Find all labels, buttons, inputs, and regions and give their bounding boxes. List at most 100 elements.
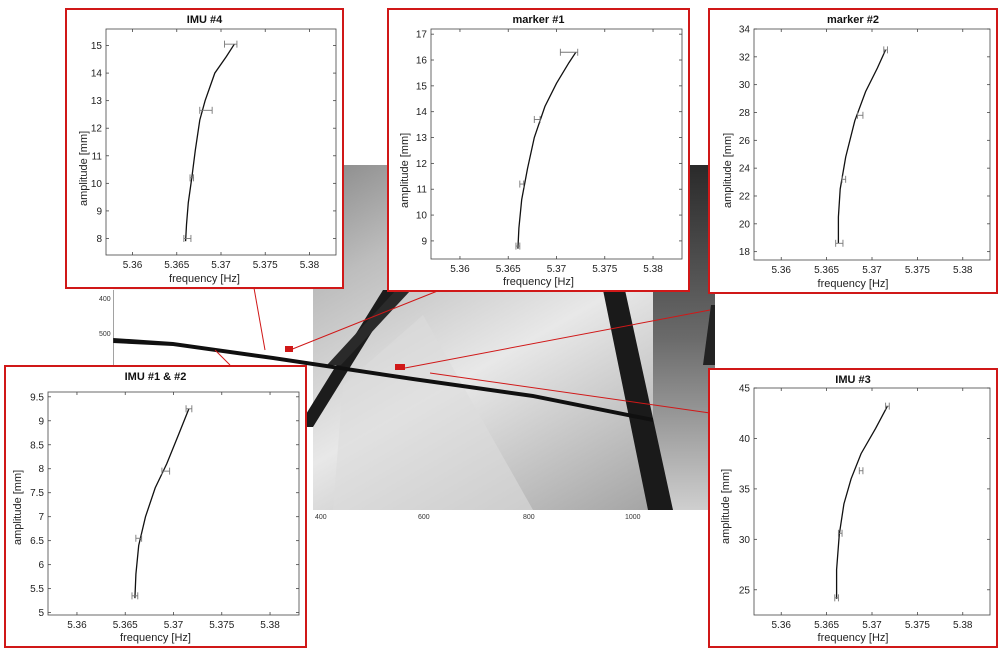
y-tick-label: 14 (416, 107, 428, 118)
y-tick-label: 35 (739, 484, 751, 495)
x-tick-label: 5.37 (211, 260, 231, 271)
x-tick-label: 5.36 (771, 620, 791, 631)
chart-title: IMU #3 (835, 374, 871, 386)
chart-panel-imu4: IMU #4 5.36 5.365 5.37 5.375 5.38 8 9 10 11 12 13 1… (65, 8, 344, 289)
y-tick-label: 12 (416, 159, 428, 170)
x-axis-label: frequency [Hz] (817, 632, 889, 644)
plot-area-frame (753, 387, 991, 616)
x-axis-label: frequency [Hz] (120, 632, 191, 644)
y-tick-label: 15 (91, 41, 103, 52)
y-tick-label: 24 (739, 164, 751, 175)
y-tick-label: 20 (739, 219, 751, 230)
y-tick-label: 11 (92, 151, 103, 162)
photo-xtick-400: 400 (315, 514, 327, 521)
x-tick-label: 5.37 (547, 264, 567, 275)
connector-marker2 (404, 309, 711, 369)
plot-area-frame (47, 391, 300, 616)
sensor-marker-b (395, 364, 405, 370)
x-tick-label: 5.36 (450, 264, 470, 275)
chart-panel-imu12: IMU #1 & #2 5.36 5.365 5.37 5.375 5.38 5 5.5 6 6… (4, 365, 307, 648)
x-tick-label: 5.365 (113, 620, 138, 631)
y-tick-label: 7.5 (30, 488, 44, 499)
y-tick-label: 5 (38, 608, 44, 619)
y-axis-label: amplitude [mm] (720, 468, 732, 544)
tripod-leg-right (603, 290, 673, 510)
y-tick-label: 9 (38, 416, 44, 427)
y-axis-label: amplitude [mm] (78, 130, 90, 206)
tripod-leg-mid (327, 290, 411, 365)
x-tick-label: 5.375 (592, 264, 617, 275)
y-tick-label: 30 (739, 535, 751, 546)
x-tick-label: 5.365 (814, 620, 839, 631)
plot-area-frame (105, 28, 337, 256)
y-tick-label: 9 (96, 206, 102, 217)
chart-panel-marker1: marker #1 5.36 5.365 5.37 5.375 5.38 9 10 11 12 1… (387, 8, 690, 292)
y-tick-label: 8 (38, 464, 44, 475)
x-tick-label: 5.365 (164, 260, 189, 271)
connector-imu3 (429, 372, 711, 414)
y-tick-label: 34 (739, 25, 751, 36)
x-tick-label: 5.38 (643, 264, 663, 275)
y-tick-label: 26 (739, 136, 751, 147)
x-tick-label: 5.38 (953, 620, 973, 631)
series-line (134, 408, 190, 599)
chart-plot-imu4: 5.36 5.365 5.37 5.375 5.38 8 9 10 11 12 13 14 15 (91, 28, 337, 271)
x-tick-label: 5.36 (67, 620, 87, 631)
chart-plot-imu3: 5.36 5.365 5.37 5.375 5.38 25 30 35 40 45 (739, 384, 991, 631)
y-tick-label: 22 (739, 191, 751, 202)
chart-title: IMU #1 & #2 (124, 371, 187, 383)
series-line (517, 51, 577, 249)
chart-title: IMU #4 (186, 14, 223, 26)
y-axis-label: amplitude [mm] (722, 132, 734, 208)
y-tick-label: 15 (416, 81, 428, 92)
y-tick-label: 5.5 (30, 584, 44, 595)
connector-imu4 (253, 287, 266, 351)
connector-marker1 (289, 289, 441, 351)
x-tick-label: 5.375 (253, 260, 278, 271)
y-tick-label: 8.5 (30, 440, 44, 451)
connector-imu12 (214, 349, 231, 366)
photo-floor (333, 315, 533, 510)
photo-ytick-400: 400 (99, 296, 111, 303)
photo-ytick-500: 500 (99, 331, 111, 338)
series-line (837, 49, 887, 244)
x-tick-label: 5.365 (814, 265, 839, 276)
x-tick-label: 5.38 (953, 265, 973, 276)
x-tick-label: 5.37 (164, 620, 184, 631)
y-tick-label: 13 (416, 133, 428, 144)
y-tick-label: 10 (91, 179, 103, 190)
x-tick-label: 5.365 (496, 264, 521, 275)
chart-panel-marker2: marker #2 5.36 5.365 5.37 5.375 5.38 18 20 22 24… (708, 8, 998, 294)
x-axis-label: frequency [Hz] (169, 273, 240, 285)
y-tick-label: 9.5 (30, 392, 44, 403)
x-tick-label: 5.36 (123, 260, 143, 271)
chart-plot-marker1: 5.36 5.365 5.37 5.375 5.38 9 10 11 12 13 14 15 16 17 (416, 28, 683, 275)
y-tick-label: 16 (416, 56, 428, 67)
x-tick-label: 5.37 (862, 265, 882, 276)
photo-xtick-800: 800 (523, 514, 535, 521)
y-tick-label: 9 (421, 236, 427, 247)
x-tick-label: 5.375 (209, 620, 234, 631)
x-axis-label: frequency [Hz] (817, 278, 889, 290)
x-axis-label: frequency [Hz] (503, 276, 574, 288)
y-tick-label: 6 (38, 560, 44, 571)
y-axis-label: amplitude [mm] (399, 132, 411, 208)
photo-xtick-1000: 1000 (625, 514, 641, 521)
y-tick-label: 14 (91, 69, 103, 80)
y-tick-label: 10 (416, 211, 428, 222)
x-tick-label: 5.37 (862, 620, 882, 631)
y-tick-label: 6.5 (30, 536, 44, 547)
y-tick-label: 25 (739, 585, 751, 596)
tripod-leg-far (703, 305, 715, 365)
y-tick-label: 32 (739, 52, 751, 63)
plot-area-frame (753, 28, 991, 261)
x-tick-label: 5.375 (905, 265, 930, 276)
chart-title: marker #2 (827, 14, 879, 26)
y-tick-label: 13 (91, 96, 103, 107)
y-tick-label: 30 (739, 80, 751, 91)
y-tick-label: 7 (38, 512, 44, 523)
y-tick-label: 11 (417, 185, 428, 196)
x-tick-label: 5.38 (260, 620, 280, 631)
